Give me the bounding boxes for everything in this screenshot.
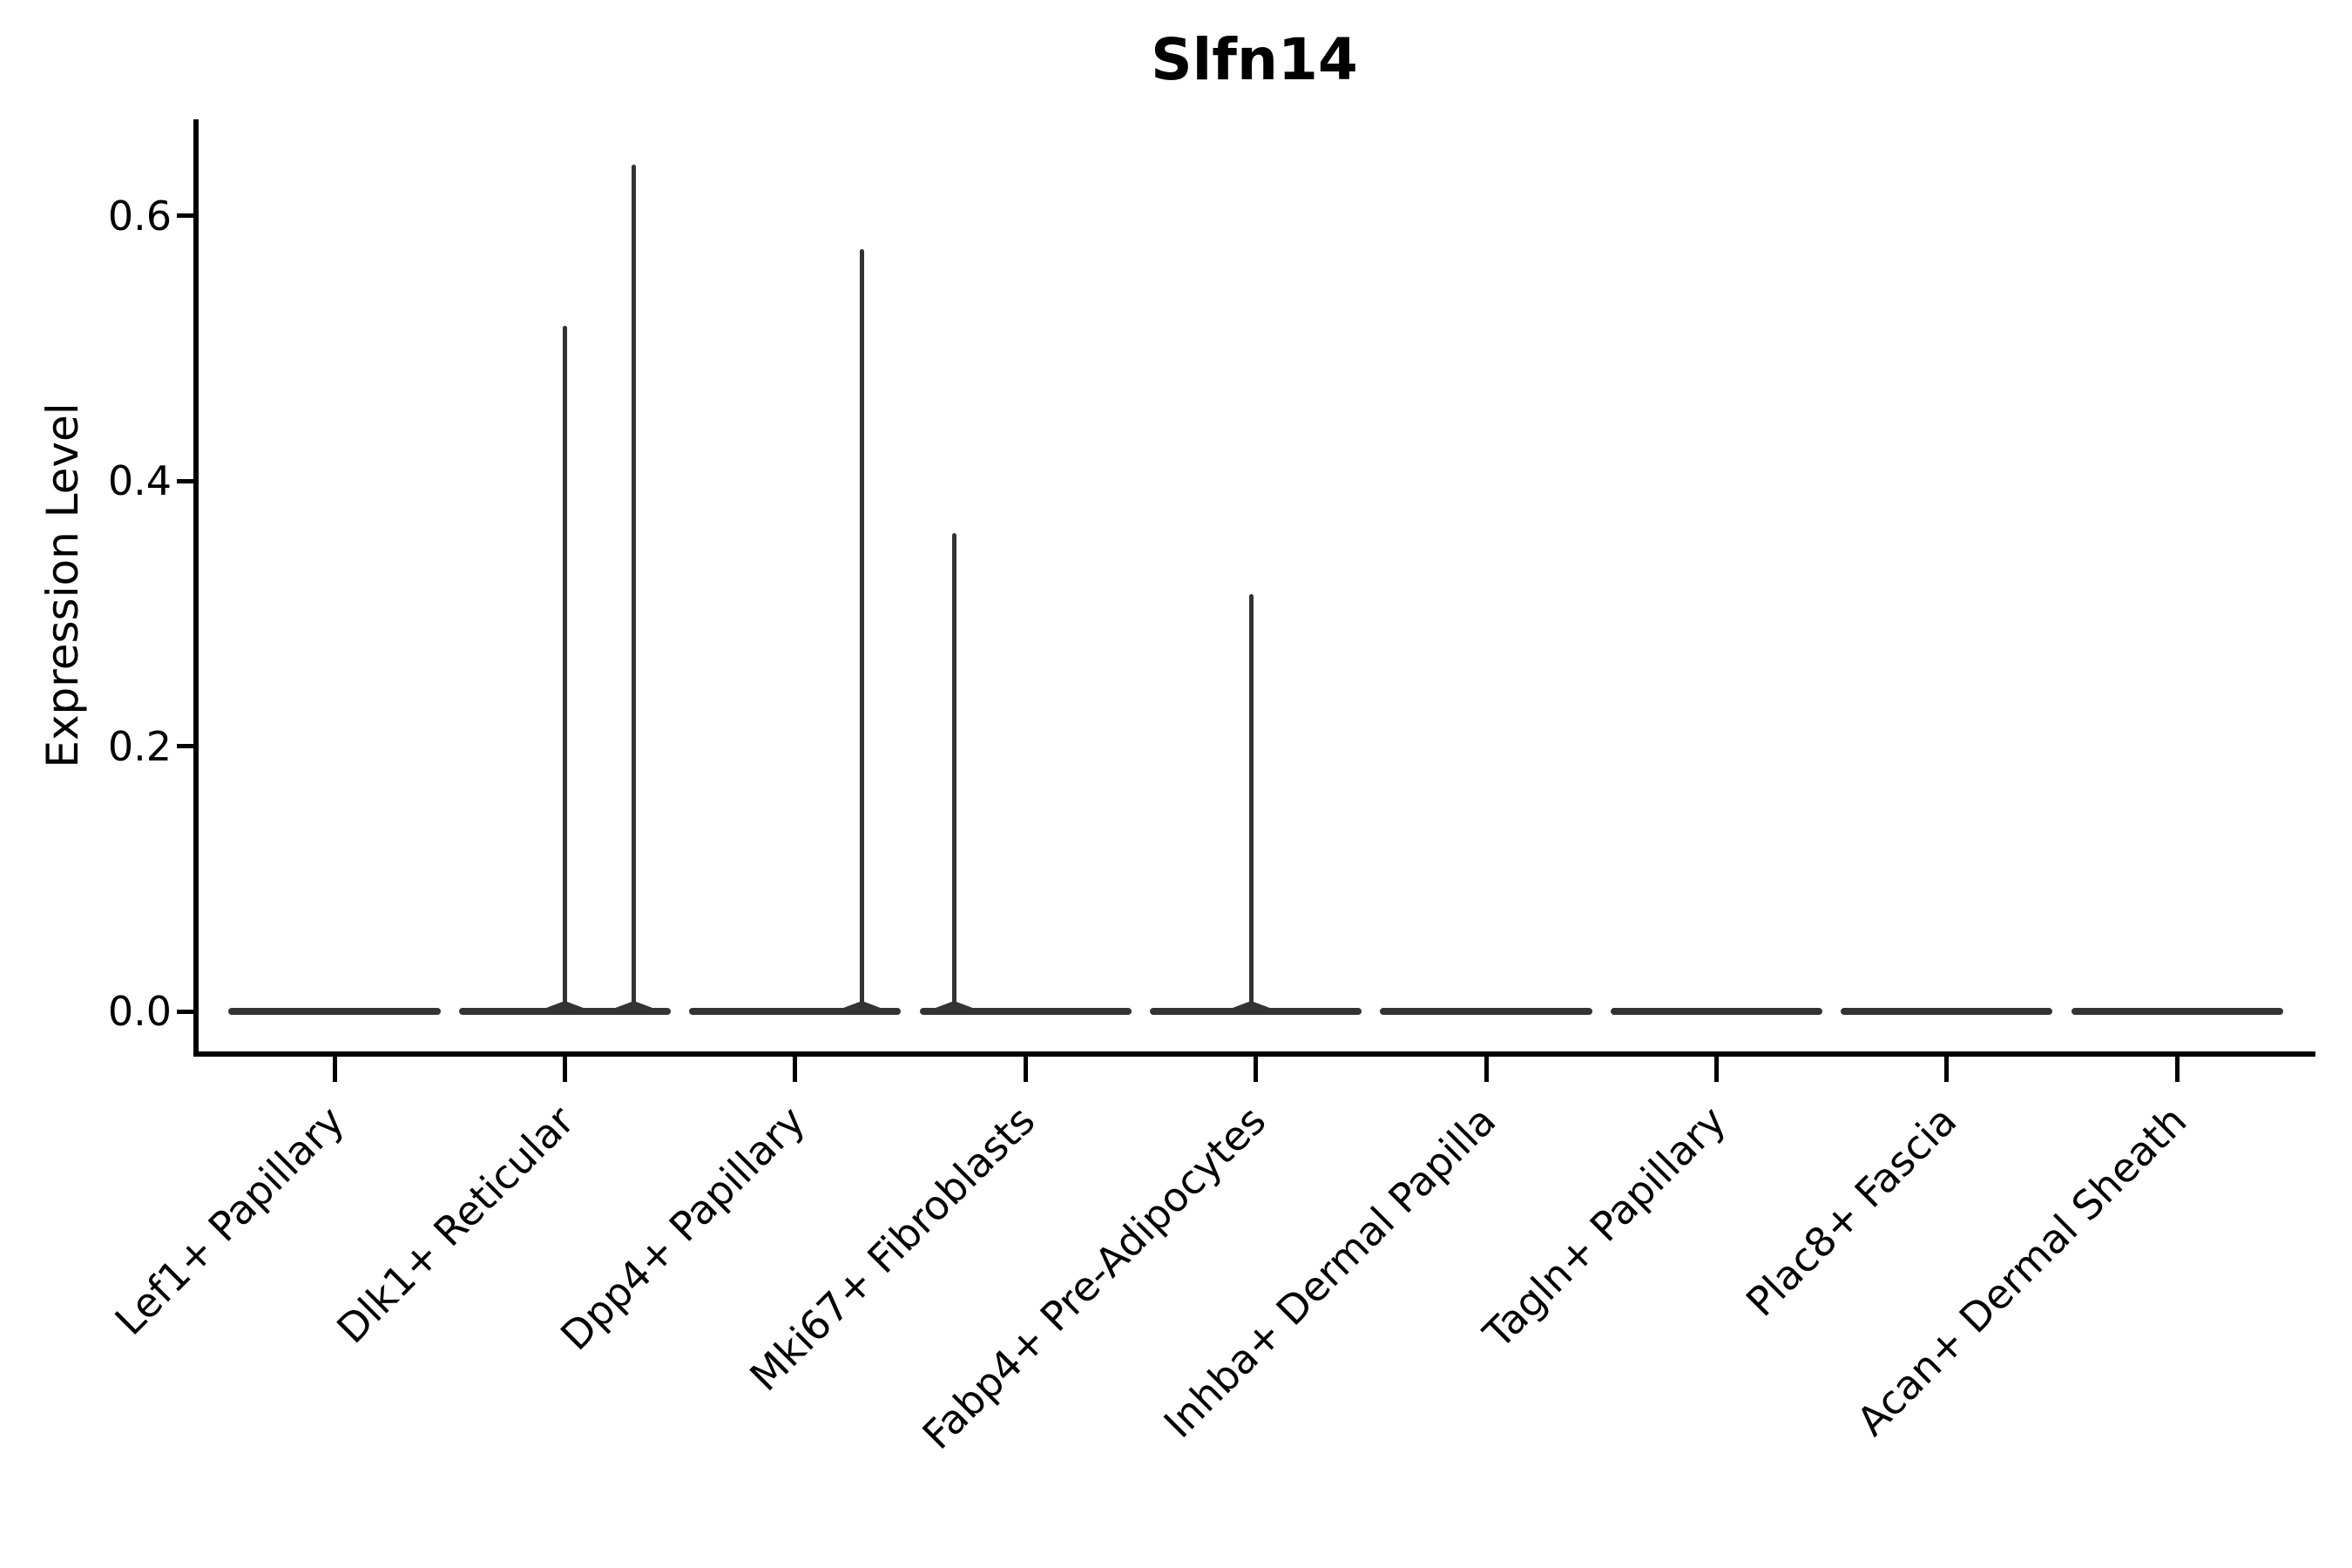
y-axis-spine [193,119,199,1057]
x-tick-label: Mki67+ Fibroblasts [740,1097,1044,1401]
violin-body [1610,1008,1822,1015]
x-tick-label: Tagln+ Papillary [1474,1097,1735,1358]
violin-body [689,1008,902,1015]
x-tick-label: Dlk1+ Reticular [328,1097,584,1353]
violin-stem [1248,593,1254,1011]
x-tick-mark [1484,1054,1489,1082]
violin-body [2071,1008,2283,1015]
x-tick-mark [562,1054,567,1082]
violin-body [1841,1008,2053,1015]
violin-body [458,1008,671,1015]
violin-stem [951,532,956,1011]
y-tick-label: 0.2 [107,722,172,770]
y-tick-mark [177,213,196,219]
y-axis-label: Expression Level [37,402,88,768]
x-tick-mark [1713,1054,1719,1082]
violin-body [919,1008,1132,1015]
violin-stem [632,164,637,1011]
violin-stem [859,249,864,1011]
x-tick-mark [1254,1054,1259,1082]
x-tick-mark [793,1054,798,1082]
y-tick-mark [177,478,196,483]
x-tick-mark [2174,1054,2180,1082]
x-tick-mark [332,1054,337,1082]
x-tick-label: Dpp4+ Papillary [551,1097,814,1360]
violin-body [1149,1008,1362,1015]
violin-body [228,1008,441,1015]
x-tick-mark [1944,1054,1950,1082]
violin-stem [562,326,567,1011]
x-tick-label: Fabp4+ Pre-Adipocytes [913,1097,1274,1459]
y-tick-mark [177,1009,196,1014]
y-tick-label: 0.0 [107,988,172,1035]
x-tick-mark [1023,1054,1028,1082]
x-tick-label: Acan+ Dermal Sheath [1848,1097,2196,1445]
violin-body [1380,1008,1592,1015]
y-tick-mark [177,744,196,749]
chart-title: Slfn14 [1151,26,1358,93]
y-tick-label: 0.4 [107,457,172,505]
x-tick-label: Inhba+ Dermal Papilla [1154,1097,1505,1447]
y-tick-label: 0.6 [107,192,172,240]
x-tick-label: Plac8+ Fascia [1736,1097,1966,1326]
